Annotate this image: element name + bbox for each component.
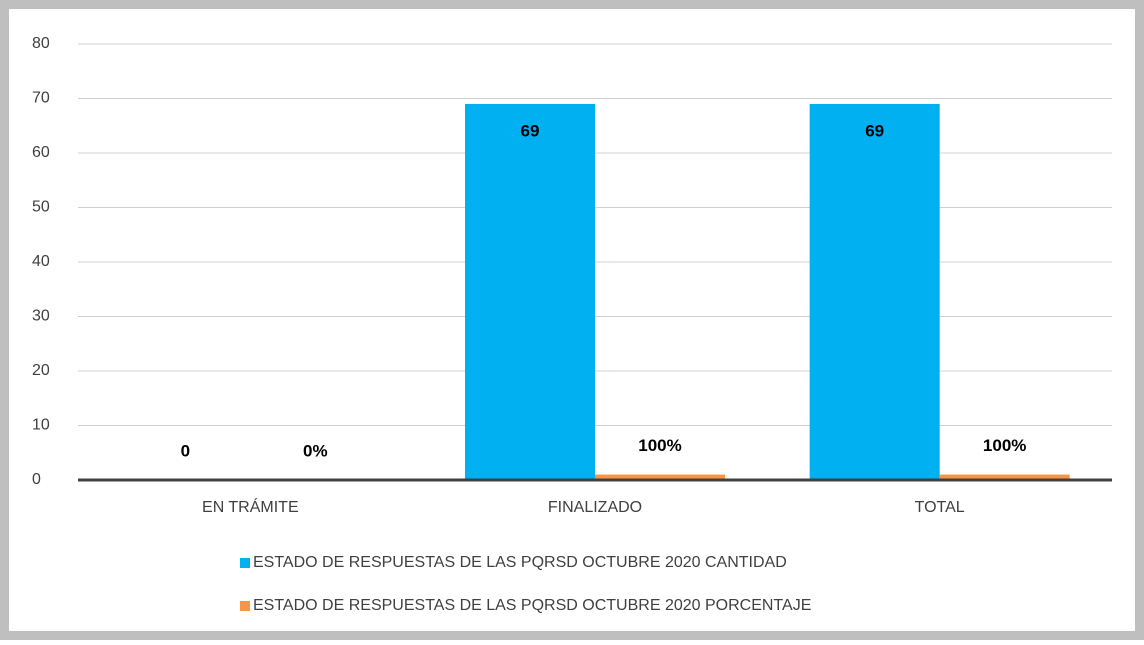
bar (465, 103, 595, 480)
x-tick-label: TOTAL (915, 499, 965, 516)
data-label: 100% (983, 436, 1026, 455)
legend-label: ESTADO DE RESPUESTAS DE LAS PQRSD OCTUBR… (253, 554, 787, 571)
data-label: 69 (865, 121, 884, 140)
data-label: 0% (303, 441, 328, 460)
bar (809, 103, 940, 480)
data-label: 100% (638, 436, 681, 455)
y-tick-label: 10 (32, 417, 50, 434)
y-tick-label: 0 (32, 471, 41, 488)
x-tick-label: FINALIZADO (548, 499, 642, 516)
legend-label: ESTADO DE RESPUESTAS DE LAS PQRSD OCTUBR… (253, 597, 811, 614)
legend-key (240, 558, 250, 568)
data-label: 69 (521, 121, 540, 140)
y-tick-label: 50 (32, 199, 50, 216)
y-tick-label: 70 (32, 90, 50, 107)
y-tick-label: 60 (32, 144, 50, 161)
y-tick-label: 40 (32, 253, 50, 270)
data-label: 0 (181, 441, 190, 460)
y-tick-label: 30 (32, 308, 50, 325)
bar (595, 474, 725, 480)
bar (939, 474, 1070, 480)
y-tick-label: 80 (32, 35, 50, 52)
x-tick-label: EN TRÁMITE (202, 497, 299, 516)
legend-key (240, 601, 250, 611)
y-tick-label: 20 (32, 362, 50, 379)
